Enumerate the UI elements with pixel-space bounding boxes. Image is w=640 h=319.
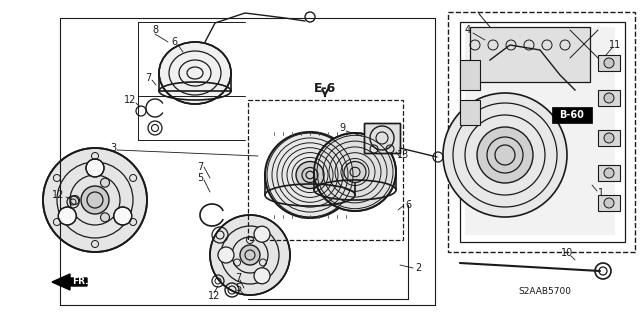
Text: S2AAB5700: S2AAB5700 [518,287,572,296]
Text: 5: 5 [197,173,203,183]
Bar [460,60,480,90]
Ellipse shape [296,161,324,189]
Text: 7: 7 [145,73,151,83]
Polygon shape [52,274,87,290]
Text: 12: 12 [208,291,220,301]
Ellipse shape [314,133,396,211]
Text: E-6: E-6 [314,81,336,94]
Text: 13: 13 [397,150,409,160]
Circle shape [240,245,260,265]
Circle shape [81,186,109,214]
Bar [598,165,620,181]
Circle shape [604,198,614,208]
Circle shape [254,226,270,242]
Text: 4: 4 [465,25,471,35]
Text: 3: 3 [110,143,116,153]
Text: B-60: B-60 [559,110,584,120]
Circle shape [254,268,270,284]
Text: 12: 12 [52,190,64,200]
Circle shape [86,159,104,177]
Circle shape [43,148,147,252]
Text: 11: 11 [609,40,621,50]
Circle shape [218,247,234,263]
Ellipse shape [265,132,355,218]
Circle shape [70,196,79,204]
Bar [598,55,620,71]
Circle shape [477,127,533,183]
Text: 9: 9 [339,123,345,133]
Bar [364,123,400,153]
Circle shape [210,215,290,295]
Bar [465,27,615,235]
Bar [598,195,620,211]
Text: 6: 6 [171,37,177,47]
Text: 8: 8 [152,25,158,35]
Text: 6: 6 [405,200,411,210]
Bar [460,22,625,242]
Bar [364,123,400,153]
Ellipse shape [159,42,231,104]
Circle shape [604,133,614,143]
Circle shape [114,207,132,225]
Circle shape [604,93,614,103]
Bar [598,130,620,146]
Ellipse shape [344,161,366,182]
Text: 7: 7 [197,162,203,172]
Bar [470,27,590,82]
FancyBboxPatch shape [552,107,592,123]
Circle shape [100,178,109,187]
Text: 10: 10 [561,248,573,258]
Text: 2: 2 [415,263,421,273]
Circle shape [604,58,614,68]
Circle shape [58,207,76,225]
Text: 7: 7 [235,273,241,283]
Circle shape [604,168,614,178]
Text: 12: 12 [124,95,136,105]
Circle shape [100,213,109,222]
Bar [598,90,620,106]
Bar [448,12,635,252]
Text: 1: 1 [598,188,604,198]
Circle shape [443,93,567,217]
Bar [248,100,403,240]
Text: FR.: FR. [72,278,88,286]
Text: 5: 5 [235,283,241,293]
Bar [460,100,480,125]
